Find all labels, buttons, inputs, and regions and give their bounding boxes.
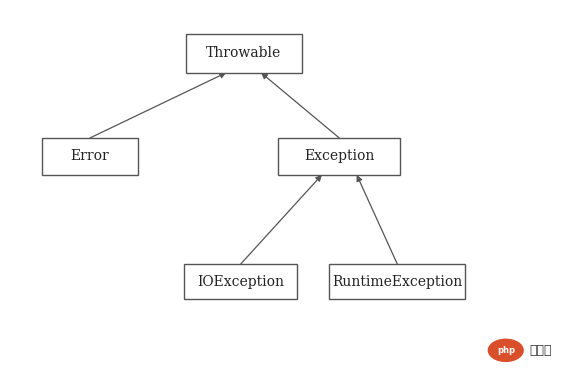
FancyBboxPatch shape (329, 264, 466, 299)
FancyBboxPatch shape (278, 138, 400, 175)
FancyBboxPatch shape (184, 264, 297, 299)
Text: IOException: IOException (197, 275, 284, 289)
FancyBboxPatch shape (186, 34, 302, 73)
Text: Throwable: Throwable (206, 46, 281, 60)
FancyBboxPatch shape (42, 138, 138, 175)
Text: 中文网: 中文网 (529, 344, 552, 357)
Text: php: php (496, 346, 515, 355)
Text: RuntimeException: RuntimeException (332, 275, 462, 289)
Circle shape (488, 339, 523, 361)
Text: Error: Error (71, 149, 109, 163)
Text: Exception: Exception (304, 149, 375, 163)
